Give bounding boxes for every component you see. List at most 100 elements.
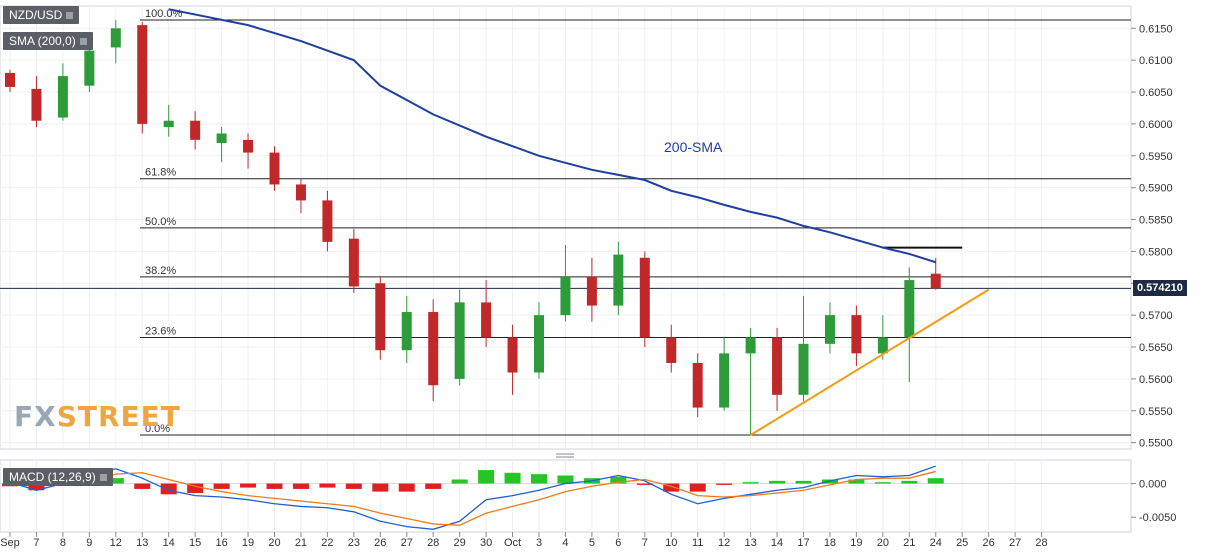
candle-body [401,311,412,351]
macd-histogram-bar [372,483,389,492]
x-tick-label: 22 [321,537,333,549]
x-tick-label: 26 [983,537,995,549]
x-tick-label: 12 [718,537,730,549]
x-tick-label: 7 [642,537,648,549]
candle-body [137,25,148,124]
fib-level-label: 0.0% [145,423,170,435]
y-tick-label: 0.6050 [1139,87,1173,99]
candle-body [692,362,703,408]
candle-body [269,152,280,185]
macd-histogram-bar [319,483,336,488]
candle-body [84,50,95,86]
macd-histogram-bar [610,476,627,484]
x-tick-label: 27 [1009,537,1021,549]
macd-histogram-bar [240,483,257,488]
candle-body [534,315,544,373]
candle-body [348,238,359,287]
x-tick-label: 15 [189,537,201,549]
macd-y-tick-label: 0.000 [1139,479,1167,491]
x-tick-label: 16 [215,537,227,549]
candle-body [772,337,783,395]
x-tick-label: Oct [504,537,521,549]
macd-histogram-bar [531,474,547,484]
axes: Sep 7 8 9 12 13 14 15 16 19 20 21 22 23 26 27 28 29 30 Oct 3… [0,23,1176,549]
symbol-label: NZD/USD [9,8,63,22]
candle-body [877,337,888,354]
sma-200-line [168,8,937,264]
y-tick-label: 0.5950 [1139,151,1173,163]
macd-histogram-bar [213,483,230,489]
x-tick-label: 7 [33,537,39,549]
x-tick-label: 17 [797,537,809,549]
candle-body [613,254,624,306]
x-tick-label: 19 [850,537,862,549]
x-tick-label: 28 [427,537,439,549]
macd-histogram-bar [848,479,865,484]
candle-body [375,283,386,351]
macd-histogram-bar [874,482,891,484]
legend-swatch-icon [79,38,87,46]
macd-histogram-bar [425,483,442,489]
candle-body [428,311,439,386]
candle-body [190,120,201,140]
macd-histogram-bar [795,480,812,484]
macd-legend[interactable]: MACD (12,26,9) [3,468,113,486]
overlay-lines [168,8,990,436]
x-tick-label: 26 [374,537,386,549]
candle-body [295,184,306,201]
macd-line [9,465,936,530]
macd-histogram-bar [107,478,124,484]
x-tick-label: 13 [136,537,148,549]
fib-level-label: 61.8% [145,167,176,179]
candle-body [110,28,121,48]
candle-body [243,139,254,153]
y-tick-label: 0.5500 [1139,438,1173,450]
macd-histogram-bar [266,483,283,489]
macd-histogram-bar [187,483,204,493]
candle-body [719,353,730,408]
x-tick-label: 9 [86,537,92,549]
signal-line [9,470,936,526]
macd-histogram-bar [504,472,521,484]
candle-body [745,337,756,354]
y-tick-label: 0.5900 [1139,183,1173,195]
sma-legend[interactable]: SMA (200,0) [3,32,93,50]
watermark-fx: FX [14,400,57,433]
macd-histogram-bar [451,479,468,484]
y-tick-label: 0.5800 [1139,246,1173,258]
sma-label: SMA (200,0) [9,34,76,48]
symbol-legend[interactable]: NZD/USD [3,6,80,24]
macd-histogram-bar [821,479,838,484]
x-tick-label: 5 [589,537,595,549]
macd-histogram-bar [716,483,733,485]
x-tick-label: 24 [930,537,942,549]
candlesticks [5,20,941,435]
candle-body [216,133,227,144]
y-tick-label: 0.6000 [1139,119,1173,131]
y-tick-label: 0.5700 [1139,310,1173,322]
macd-histogram-bar [557,475,574,484]
candle-body [507,337,518,373]
candle-body [481,302,492,338]
x-tick-label: 29 [454,537,466,549]
current-price-value: 0.574210 [1137,282,1183,295]
macd-histogram-bar [345,483,362,489]
x-tick-label: 4 [562,537,568,549]
macd-histogram-bar [636,483,653,485]
fibonacci-levels: 100.0%61.8%50.0%38.2%23.6%0.0% [0,8,1131,436]
candle-body [824,315,835,344]
fib-level-label: 50.0% [145,216,176,228]
macd-label: MACD (12,26,9) [9,470,96,484]
x-tick-label: 23 [348,537,360,549]
x-tick-label: 20 [268,537,280,549]
x-tick-label: 28 [1035,537,1047,549]
x-tick-label: 21 [295,537,307,549]
x-tick-label: 6 [615,537,621,549]
candle-body [31,88,42,121]
candle-body [163,120,174,128]
y-tick-label: 0.5550 [1139,406,1173,418]
x-tick-label: 21 [903,537,915,549]
y-tick-label: 0.6100 [1139,55,1173,67]
